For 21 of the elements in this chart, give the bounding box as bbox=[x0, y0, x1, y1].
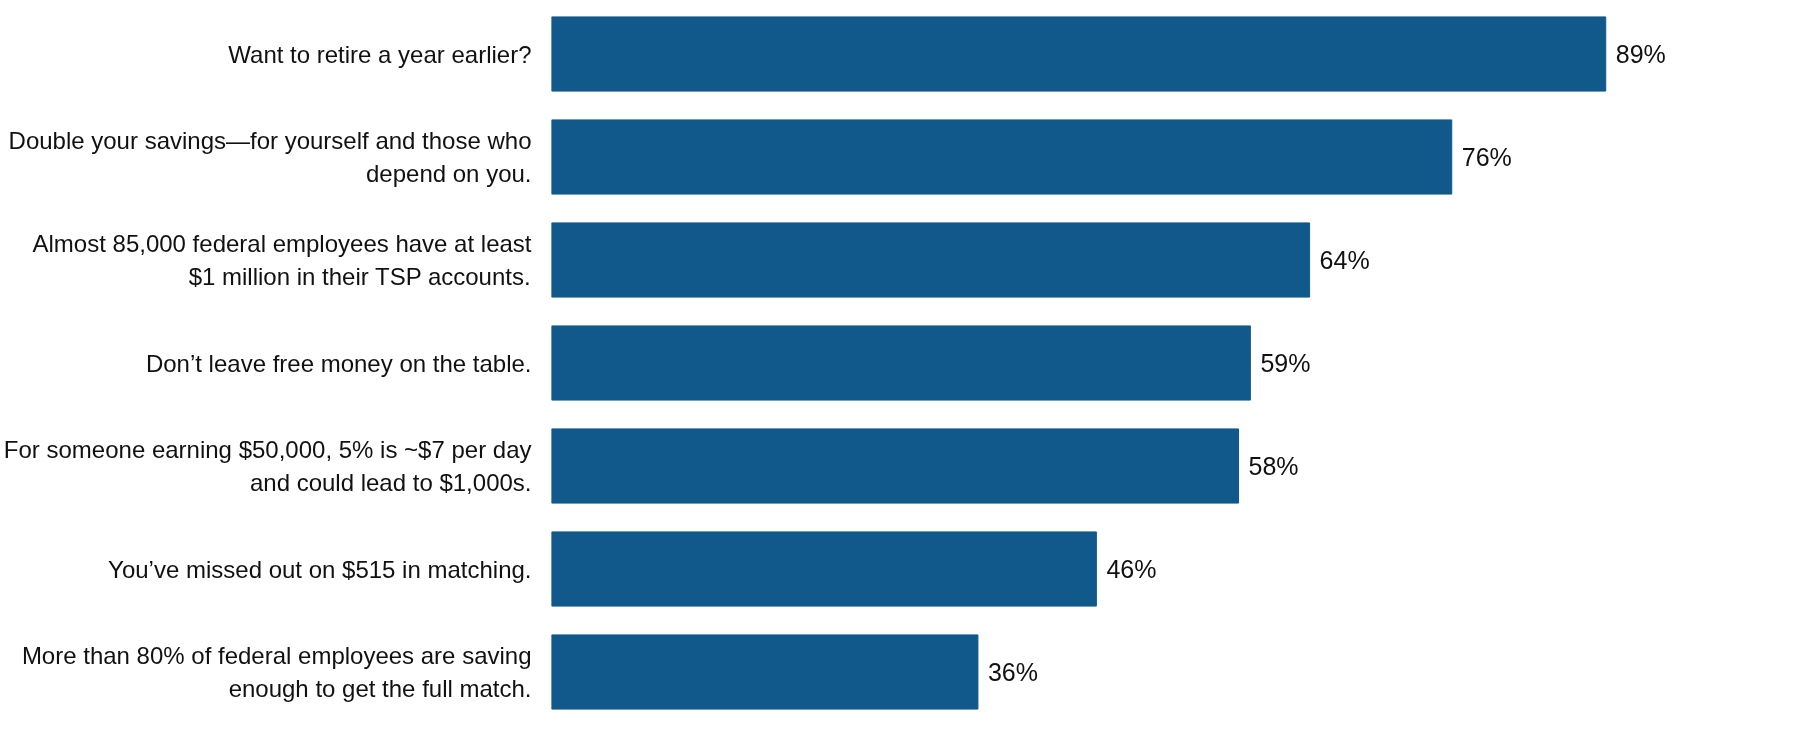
data-label: 76% bbox=[1461, 143, 1512, 171]
bar bbox=[551, 634, 979, 710]
data-label: 89% bbox=[1615, 40, 1666, 68]
bar bbox=[551, 16, 1607, 92]
bar bbox=[551, 325, 1251, 401]
y-tick-label: Want to retire a year earlier? bbox=[228, 40, 532, 68]
data-label: 46% bbox=[1106, 555, 1157, 583]
y-tick-label: Double your savings—for yourself and those who depend on you. bbox=[8, 127, 532, 187]
data-label: 64% bbox=[1319, 246, 1370, 274]
bar bbox=[551, 119, 1453, 195]
bar bbox=[551, 222, 1311, 298]
y-tick-label: For someone earning $50,000, 5% is ~$7 per day and could lead to $1,000s. bbox=[3, 436, 532, 496]
data-label: 59% bbox=[1260, 349, 1311, 377]
y-tick-label: Don’t leave free money on the table. bbox=[145, 349, 532, 377]
y-tick-label: You’ve missed out on $515 in matching. bbox=[108, 555, 532, 583]
bar bbox=[551, 428, 1240, 504]
data-label: 36% bbox=[987, 658, 1038, 686]
data-label: 58% bbox=[1248, 452, 1299, 480]
y-tick-label: More than 80% of federal employees are saving enough to get the full match. bbox=[21, 642, 532, 702]
bar bbox=[551, 531, 1097, 607]
y-tick-label: Almost 85,000 federal employees have at least $1 million in their TSP accounts. bbox=[32, 230, 532, 290]
